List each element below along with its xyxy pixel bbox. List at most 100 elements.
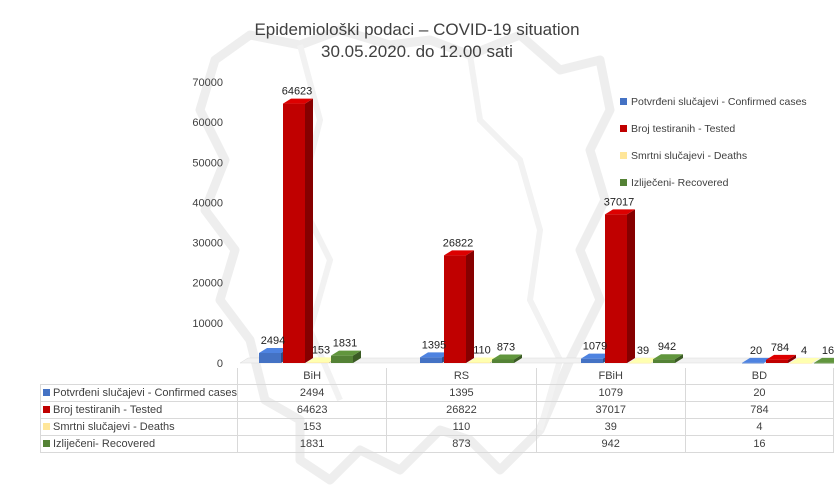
bar-top-face — [581, 353, 611, 359]
chart-title: Epidemiološki podaci – COVID-19 situatio… — [254, 20, 580, 39]
data-label: 39 — [637, 345, 649, 357]
table-cell: 64623 — [237, 401, 388, 419]
data-label: 1831 — [333, 338, 357, 350]
legend: Potvrđeni slučajevi - Confirmed cases Br… — [620, 88, 807, 196]
bar-top-face — [653, 354, 683, 360]
data-table-row-recovered: Izliječeni- Recovered 1831 873 942 16 — [39, 435, 834, 453]
bar — [605, 209, 635, 363]
bar-top-face — [259, 347, 289, 353]
data-table: BiH RS FBiH BD Potvrđeni slučajevi - Con… — [39, 368, 834, 453]
table-cell: 26822 — [386, 401, 537, 419]
legend-item-recovered: Izliječeni- Recovered — [620, 169, 807, 196]
data-label: 20 — [750, 345, 762, 357]
table-cell: 1079 — [535, 384, 686, 402]
y-tick-label: 50000 — [192, 157, 223, 169]
y-tick-label: 30000 — [192, 238, 223, 250]
row-label-text: Smrtni slučajevi - Deaths — [53, 421, 175, 433]
legend-item-deaths: Smrtni slučajevi - Deaths — [620, 142, 807, 169]
bar-front-face — [790, 362, 812, 364]
legend-swatch-deaths — [620, 152, 627, 159]
data-table-row-tested: Broj testiranih - Tested 64623 26822 370… — [39, 401, 834, 419]
bar-top-face — [283, 98, 313, 104]
bar-top-face — [468, 357, 498, 363]
bar-front-face — [307, 362, 329, 363]
bar-top-face — [814, 357, 834, 363]
bar-side-face — [514, 354, 522, 363]
data-table-header-row: BiH RS FBiH BD — [40, 368, 834, 385]
bar-front-face — [814, 362, 834, 364]
table-cell: 39 — [535, 418, 686, 436]
table-cell: 16 — [684, 435, 834, 453]
bar-top-face — [492, 354, 522, 360]
bar-top-face — [790, 357, 820, 363]
data-table-row-label: Broj testiranih - Tested — [39, 401, 239, 419]
bar-front-face — [492, 359, 514, 363]
data-label: 1079 — [583, 341, 607, 353]
bar — [492, 354, 522, 363]
data-table-row-confirmed: Potvrđeni slučajevi - Confirmed cases 24… — [39, 384, 834, 402]
data-label: 784 — [771, 342, 789, 354]
table-cell: 1831 — [237, 435, 388, 453]
data-label: 26822 — [443, 237, 474, 249]
data-label: 110 — [473, 345, 491, 357]
data-label: 942 — [658, 341, 676, 353]
bars-group — [259, 98, 834, 364]
table-cell: 2494 — [237, 384, 388, 402]
bar-top-face — [307, 357, 337, 363]
row-label-text: Broj testiranih - Tested — [53, 404, 163, 416]
table-cell: 784 — [684, 401, 834, 419]
data-label: 16 — [822, 345, 834, 357]
data-table-row-label: Smrtni slučajevi - Deaths — [39, 418, 239, 436]
y-tick-label: 40000 — [192, 197, 223, 209]
table-cell: 20 — [684, 384, 834, 402]
table-cell: 1395 — [386, 384, 537, 402]
bar-side-face — [812, 357, 820, 363]
bar-top-face — [629, 357, 659, 363]
table-cell: 153 — [237, 418, 388, 436]
row-label-text: Izliječeni- Recovered — [53, 438, 156, 450]
table-cell: 4 — [684, 418, 834, 436]
table-cell: 873 — [386, 435, 537, 453]
data-label: 4 — [801, 345, 807, 357]
bar-top-face — [420, 352, 450, 358]
bar-top-face — [742, 357, 772, 363]
table-swatch-tested — [43, 406, 50, 413]
category-label: RS — [386, 368, 537, 385]
bar — [444, 250, 474, 363]
bar-side-face — [675, 354, 683, 363]
data-label: 37017 — [604, 196, 635, 208]
legend-label-tested: Broj testiranih - Tested — [631, 122, 736, 135]
data-label: 1395 — [422, 339, 446, 351]
y-tick-label: 60000 — [192, 117, 223, 129]
table-cell: 942 — [535, 435, 686, 453]
bar-side-face — [305, 98, 313, 364]
category-label: BiH — [237, 368, 388, 385]
bar-front-face — [331, 355, 353, 363]
bar-front-face — [468, 362, 490, 364]
bar — [790, 357, 820, 364]
bar — [283, 98, 313, 364]
legend-swatch-confirmed — [620, 98, 627, 105]
category-label: FBiH — [535, 368, 686, 385]
legend-swatch-recovered — [620, 179, 627, 186]
data-label: 873 — [497, 341, 515, 353]
bar-front-face — [581, 358, 603, 363]
data-table-row-label: Potvrđeni slučajevi - Confirmed cases — [39, 384, 239, 402]
legend-label-deaths: Smrtni slučajevi - Deaths — [631, 149, 748, 162]
y-axis: 0 10000 20000 30000 40000 50000 60000 70000 — [192, 77, 223, 370]
y-tick-label: 70000 — [192, 77, 223, 89]
bar-front-face — [420, 357, 442, 363]
table-cell: 110 — [386, 418, 537, 436]
bar — [766, 354, 796, 363]
bar — [653, 354, 683, 363]
bar-side-face — [627, 209, 635, 363]
bar-top-face — [331, 350, 361, 356]
data-table-corner — [40, 368, 239, 385]
bar-front-face — [605, 214, 627, 363]
category-label: BD — [684, 368, 834, 385]
bar-front-face — [742, 362, 764, 364]
bar-front-face — [283, 103, 305, 364]
data-table-row-label: Izliječeni- Recovered — [39, 435, 239, 453]
